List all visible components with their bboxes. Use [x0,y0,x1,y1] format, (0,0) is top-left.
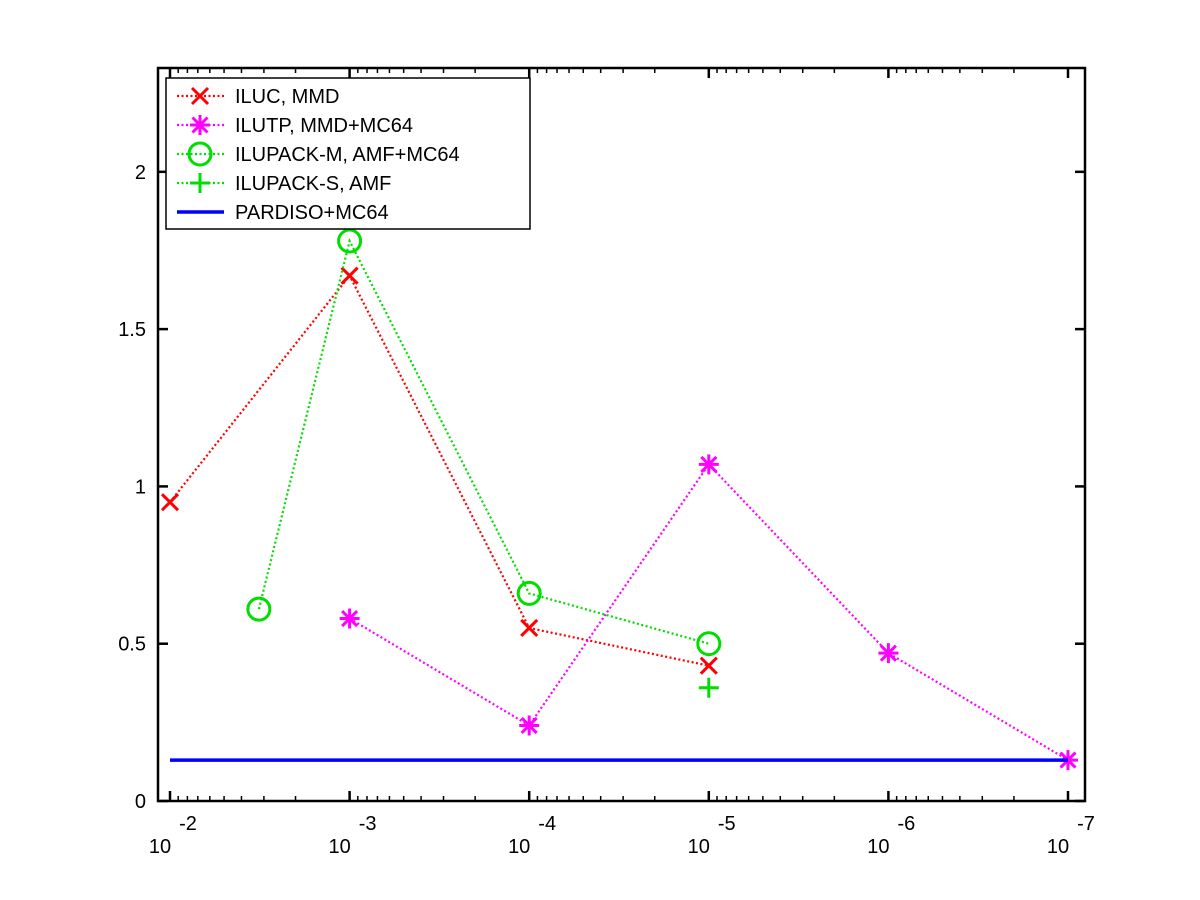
legend-label: ILUTP, MMD+MC64 [235,115,413,137]
data-point [160,493,180,512]
data-point [698,454,719,475]
x-tick-label-base: 10 [508,836,530,858]
data-point [516,580,542,606]
x-tick-label-exponent: -7 [1077,813,1095,835]
y-tick-label: 0 [135,791,146,813]
series-1 [160,266,718,675]
legend-entry: ILUPACK-M, AMF+MC64 [177,141,460,167]
data-point [339,608,360,629]
data-point [699,656,718,675]
axes: 0 0.5 1 1.5 2 10 -2 10 -3 10 -4 10 -5 10 -6 10 -7 [118,66,1095,858]
data-point [520,618,539,638]
series-3 [246,228,722,657]
axes-frame [156,66,1087,803]
legend-marker [187,141,213,167]
legend-box [165,77,531,230]
legend-entry: ILUTP, MMD+MC64 [177,115,413,137]
y-tick-label: 1.5 [118,319,146,341]
series-line [257,237,710,645]
legend-label: ILUPACK-M, AMF+MC64 [235,144,460,166]
x-tick-label-base: 10 [1047,836,1069,858]
legend-entry: ILUPACK-S, AMF [177,173,391,195]
y-tick-label: 0.5 [118,634,146,656]
x-tick-label-exponent: -2 [179,813,197,835]
series-line [169,273,710,667]
x-tick-label-exponent: -6 [898,813,916,835]
data-point [698,677,719,698]
data-point [246,596,272,622]
legend-marker [190,86,210,106]
data-point [696,631,722,657]
data-point [340,266,359,285]
legend: ILUC, MMD ILUTP, MMD+MC64 ILUPACK-M, AMF+M… [165,77,531,230]
x-tick-label-exponent: -4 [538,813,556,835]
plot-area [160,228,1078,771]
legend-label: ILUC, MMD [235,86,339,108]
x-tick-label-base: 10 [149,836,171,858]
x-tick-label-base: 10 [867,836,889,858]
series-4 [698,677,719,698]
data-point [519,715,540,736]
x-tick-label-base: 10 [688,836,710,858]
series-line [349,462,1069,762]
x-tick-label-exponent: -5 [718,813,736,835]
data-point [878,643,899,664]
y-tick-label: 1 [135,476,146,498]
legend-entry: PARDISO+MC64 [177,202,389,224]
legend-marker [190,173,210,193]
legend-label: PARDISO+MC64 [235,202,389,224]
legend-entry: ILUC, MMD [177,86,339,108]
data-point [337,228,363,254]
legend-label: ILUPACK-S, AMF [235,173,391,195]
y-tick-label: 2 [135,162,146,184]
x-tick-label-base: 10 [328,836,350,858]
x-tick-label-exponent: -3 [359,813,377,835]
legend-marker [190,115,210,135]
